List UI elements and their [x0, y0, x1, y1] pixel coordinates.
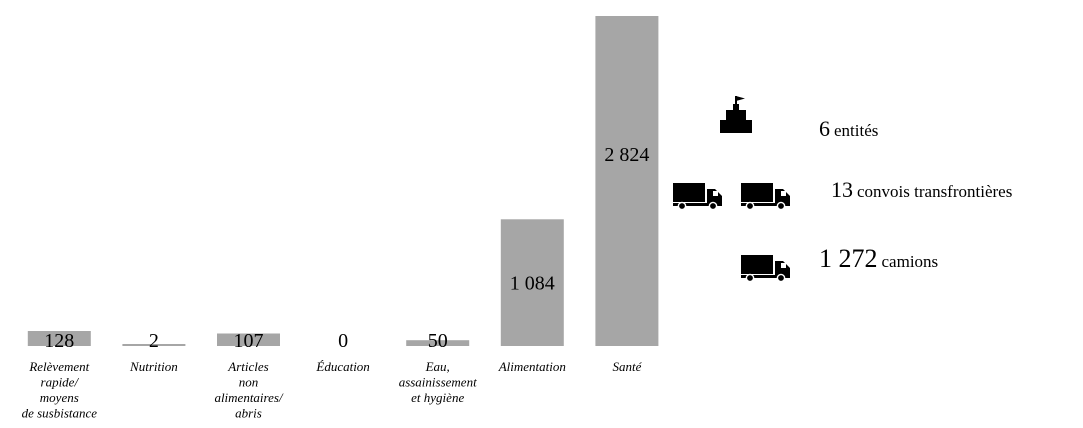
bar-2 — [217, 333, 280, 346]
category-label-3: Éducation — [315, 359, 369, 374]
category-label-2: Articles non alimentaires/abris — [214, 359, 284, 421]
value-label-0: 128 — [44, 330, 74, 352]
bar-5 — [500, 219, 564, 346]
category-label-0: Relèvement rapide/moyens de susbistance — [22, 359, 98, 421]
value-label-1: 2 — [149, 330, 159, 352]
value-label-2: 107 — [234, 330, 264, 352]
value-label-5: 1 084 — [510, 273, 555, 295]
category-label-4: Eau, assainissement et hygiène — [399, 359, 477, 405]
value-label-6: 2 824 — [604, 144, 649, 166]
value-label-4: 50 — [428, 330, 448, 352]
bar-0 — [27, 331, 91, 346]
category-label-5: Alimentation — [498, 359, 566, 374]
category-label-1: Nutrition — [129, 359, 178, 374]
category-label-6: Santé — [612, 359, 642, 374]
bar-6 — [595, 16, 659, 346]
value-label-3: 0 — [338, 330, 348, 352]
bar-1 — [122, 344, 186, 346]
bar-4 — [406, 340, 470, 346]
